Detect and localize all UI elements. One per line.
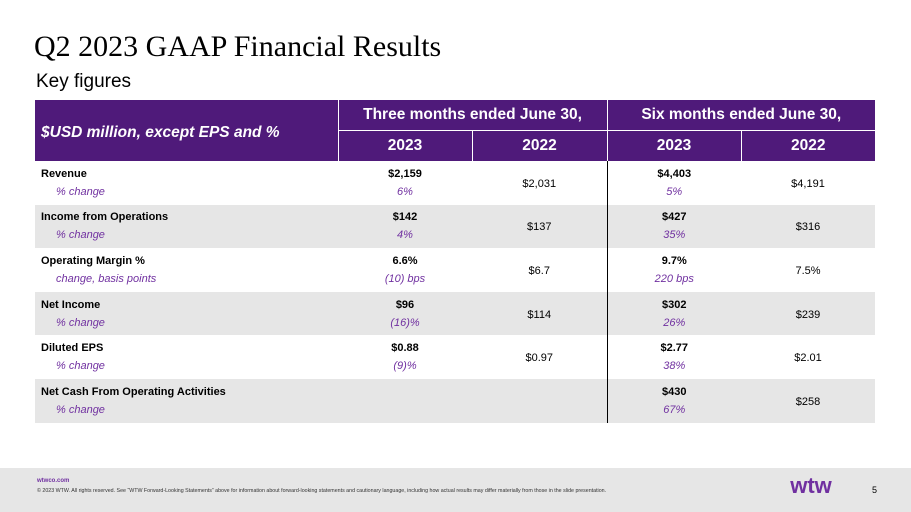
page-title: Q2 2023 GAAP Financial Results: [34, 30, 442, 63]
q-2022-value: $0.97: [525, 352, 554, 365]
row-label: Net Income: [41, 298, 101, 311]
footer-bar: [0, 468, 911, 512]
wtw-logo-text: wtw: [789, 475, 832, 497]
h-2022-cell: 7.5%: [741, 248, 875, 292]
units-note: $USD million, except EPS and %: [35, 100, 338, 161]
q-2023-change: (9)%: [393, 360, 417, 373]
h-2023-cell: $302 26%: [606, 291, 741, 336]
row-sublabel: % change: [56, 229, 105, 242]
h-2023-cell: $4,403 5%: [606, 161, 741, 205]
row-label-cell: Net Income % change: [35, 291, 338, 336]
h-2023-cell: 9.7% 220 bps: [606, 248, 741, 292]
h-2022-value: $258: [795, 395, 821, 408]
q-2022-cell: $0.97: [472, 335, 607, 379]
q-2022-value: $6.7: [528, 264, 550, 277]
row-label: Operating Margin %: [41, 254, 145, 267]
h-2022-cell: $258: [741, 378, 876, 423]
q-2023-cell: $96 (16)%: [338, 291, 472, 336]
q-2023-value: $2,159: [388, 167, 422, 180]
h-2022-cell: $239: [741, 291, 876, 336]
h-2022-cell: $316: [741, 204, 876, 249]
row-sublabel: % change: [56, 316, 105, 329]
q-2023-change: 4%: [397, 229, 413, 242]
q-2023-value: $0.88: [391, 342, 419, 355]
row-label: Diluted EPS: [41, 342, 104, 355]
h-2023-change: 38%: [663, 360, 686, 373]
h-2022-value: $316: [795, 221, 821, 234]
row-label: Revenue: [41, 167, 87, 180]
row-sublabel: % change: [56, 360, 105, 373]
h-2022-cell: $4,191: [741, 161, 875, 205]
page-subtitle: Key figures: [36, 71, 132, 92]
h-2022-value: $4,191: [791, 177, 825, 190]
row-label-cell: Income from Operations % change: [35, 204, 338, 249]
q-2023-cell: 6.6% (10) bps: [338, 248, 472, 292]
row-label-cell: Revenue % change: [35, 161, 338, 205]
q-2023-cell: $0.88 (9)%: [338, 335, 472, 379]
header-three-months: Three months ended June 30,: [337, 100, 607, 131]
table-row: Income from Operations % change $142 4% …: [35, 204, 876, 249]
table-row: Net Cash From Operating Activities % cha…: [35, 378, 876, 423]
header-six-months: Six months ended June 30,: [606, 100, 876, 131]
h-2023-change: 5%: [666, 185, 683, 198]
wtw-logo: wtw: [789, 475, 832, 497]
row-sublabel: % change: [56, 403, 105, 416]
q-2023-cell: $142 4%: [338, 204, 472, 249]
row-label-cell: Net Cash From Operating Activities % cha…: [35, 378, 338, 423]
q-2023-change: 6%: [397, 185, 413, 198]
q-2023-value: 6.6%: [392, 254, 418, 267]
row-label-cell: Diluted EPS % change: [35, 335, 338, 379]
year-header: 2023: [337, 130, 472, 161]
h-2022-value: 7.5%: [795, 264, 821, 277]
financial-results-table: $USD million, except EPS and % Three mon…: [35, 100, 876, 423]
year-header: 2023: [606, 130, 741, 161]
q-2022-cell: $6.7: [472, 248, 607, 292]
h-2023-change: 35%: [663, 229, 686, 242]
h-2023-change: 26%: [663, 316, 686, 329]
footer-copyright: © 2023 WTW. All rights reserved. See “WT…: [37, 488, 607, 494]
q-2023-change: (10) bps: [384, 272, 426, 285]
q-2022-value: $2,031: [522, 177, 557, 190]
h-2022-value: $2.01: [794, 352, 822, 365]
page-number: 5: [872, 485, 878, 495]
year-header: 2022: [740, 130, 876, 161]
h-2023-value: $4,403: [657, 167, 692, 180]
row-label-cell: Operating Margin % change, basis points: [35, 248, 338, 292]
q-2023-cell: [338, 378, 472, 423]
table-row: Operating Margin % change, basis points …: [35, 248, 875, 292]
h-2023-change: 67%: [663, 403, 686, 416]
q-2023-cell: $2,159 6%: [338, 161, 472, 205]
h-2023-cell: $2.77 38%: [606, 335, 741, 379]
h-2023-change: 220 bps: [654, 272, 694, 285]
q-2023-change: (16)%: [390, 316, 420, 329]
h-2023-value: $302: [662, 298, 687, 311]
h-2023-value: $430: [662, 385, 687, 398]
h-2022-cell: $2.01: [741, 335, 875, 379]
row-sublabel: change, basis points: [56, 272, 157, 285]
table-row: Diluted EPS % change $0.88 (9)% $0.97 $2…: [35, 335, 875, 379]
row-label: Net Cash From Operating Activities: [41, 385, 226, 398]
q-2023-value: $96: [395, 298, 415, 311]
h-2023-cell: $427 35%: [606, 204, 741, 249]
q-2022-cell: $2,031: [472, 161, 607, 205]
q-2023-value: $142: [392, 211, 418, 224]
row-sublabel: % change: [56, 185, 105, 198]
h-2023-value: $2.77: [660, 342, 689, 355]
table-row: Revenue % change $2,159 6% $2,031 $4,403…: [35, 161, 875, 205]
h-2023-cell: $430 67%: [606, 378, 741, 423]
h-2023-value: $427: [662, 211, 687, 224]
q-2022-cell: $114: [472, 291, 607, 336]
q-2022-value: $114: [527, 308, 552, 321]
h-2023-value: 9.7%: [661, 254, 687, 267]
h-2022-value: $239: [795, 308, 821, 321]
row-label: Income from Operations: [41, 211, 169, 224]
q-2022-value: $137: [527, 221, 552, 234]
table-row: Net Income % change $96 (16)% $114 $302 …: [35, 291, 876, 336]
year-header: 2022: [471, 130, 607, 161]
footer-url[interactable]: wtwco.com: [37, 478, 70, 484]
q-2022-cell: $137: [472, 204, 607, 249]
q-2022-cell: [472, 378, 607, 423]
